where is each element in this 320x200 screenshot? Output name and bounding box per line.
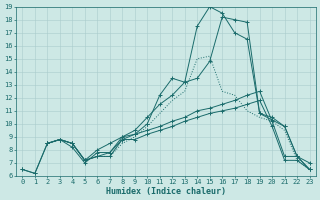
X-axis label: Humidex (Indice chaleur): Humidex (Indice chaleur) (106, 187, 226, 196)
